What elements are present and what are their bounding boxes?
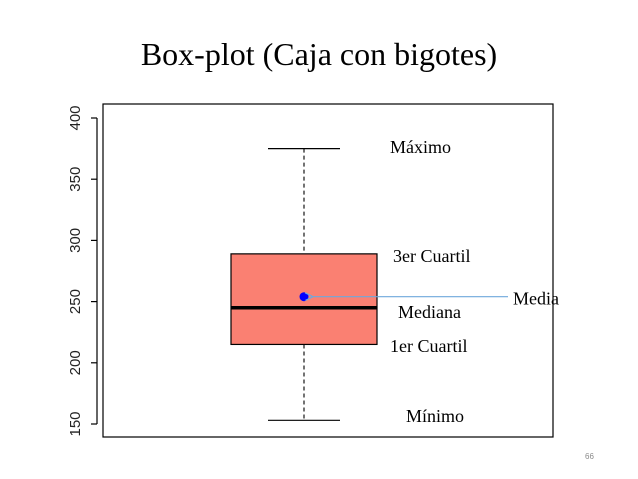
label-median: Mediana bbox=[398, 302, 461, 322]
y-tick-label: 150 bbox=[67, 411, 84, 436]
y-axis: 150 200 250 300 350 400 bbox=[67, 105, 98, 437]
label-q3: 3er Cuartil bbox=[393, 246, 470, 266]
y-tick-label: 350 bbox=[67, 167, 84, 192]
plot-frame bbox=[102, 103, 554, 438]
y-tick-label: 300 bbox=[67, 228, 84, 253]
label-q1: 1er Cuartil bbox=[390, 336, 467, 356]
mean-point bbox=[299, 292, 309, 302]
y-tick-label: 200 bbox=[67, 350, 84, 375]
label-mean: Media bbox=[513, 289, 559, 309]
label-min: Mínimo bbox=[406, 406, 464, 426]
y-tick-label: 250 bbox=[67, 289, 84, 314]
y-tick-label: 400 bbox=[67, 105, 84, 130]
boxplot bbox=[230, 148, 378, 421]
annotations: Máximo 3er Cuartil Mediana 1er Cuartil Mínim… bbox=[313, 137, 559, 426]
slide-title: Box-plot (Caja con bigotes) bbox=[140, 36, 498, 72]
page-number: 66 bbox=[585, 452, 594, 461]
label-max: Máximo bbox=[390, 137, 451, 157]
